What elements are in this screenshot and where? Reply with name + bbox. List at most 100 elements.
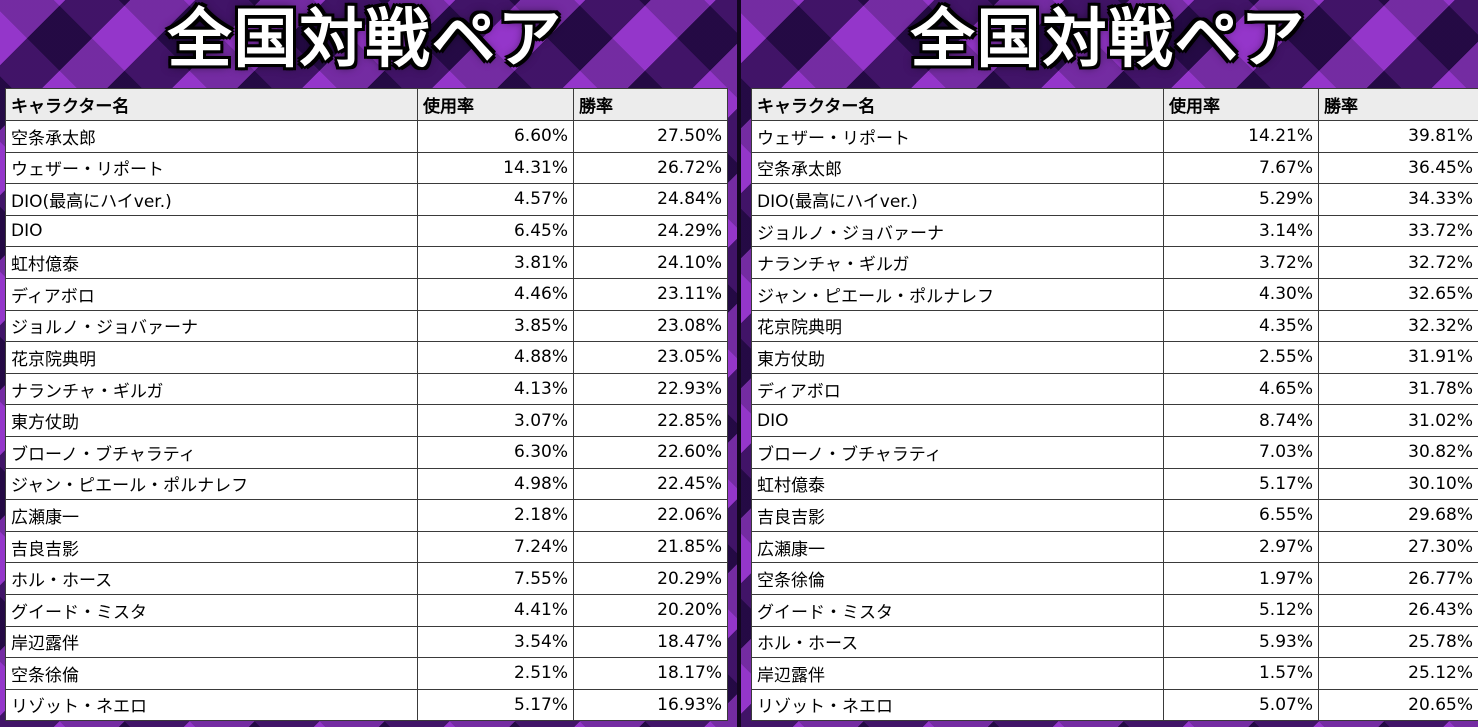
table-row: 花京院典明 4.35% 32.32% — [751, 309, 1478, 343]
column-header-character: キャラクター名 — [5, 88, 418, 121]
usage-rate-cell: 5.17% — [417, 688, 574, 722]
character-name-cell: ディアボロ — [751, 372, 1164, 406]
win-rate-cell: 31.91% — [1318, 341, 1478, 374]
win-rate-cell: 36.45% — [1318, 151, 1478, 185]
win-rate-cell: 25.12% — [1318, 657, 1478, 690]
win-rate-cell: 30.10% — [1318, 467, 1478, 501]
character-name-cell: ナランチャ・ギルガ — [751, 246, 1164, 279]
usage-rate-cell: 2.55% — [1163, 341, 1319, 374]
usage-rate-cell: 7.67% — [1163, 151, 1319, 185]
character-name-cell: ジャン・ピエール・ポルナレフ — [5, 467, 418, 501]
win-rate-cell: 22.85% — [573, 404, 728, 437]
column-header-usage-rate: 使用率 — [1163, 88, 1319, 121]
character-name-cell: ジョルノ・ジョバァーナ — [751, 214, 1164, 248]
win-rate-cell: 29.68% — [1318, 499, 1478, 532]
character-name-cell: 空条徐倫 — [5, 657, 418, 690]
character-name-cell: DIO — [751, 404, 1164, 437]
table-row: DIO 6.45% 24.29% — [5, 214, 728, 248]
character-name-cell: グイード・ミスタ — [751, 593, 1164, 627]
win-rate-cell: 23.11% — [573, 277, 728, 311]
character-name-cell: 吉良吉影 — [5, 530, 418, 564]
character-name-cell: 広瀬康一 — [5, 499, 418, 532]
usage-rate-cell: 4.88% — [417, 341, 574, 374]
character-name-cell: 広瀬康一 — [751, 530, 1164, 564]
character-name-cell: DIO — [5, 214, 418, 248]
character-name-cell: 虹村億泰 — [5, 246, 418, 279]
character-name-cell: ジョルノ・ジョバァーナ — [5, 309, 418, 343]
character-name-cell: 花京院典明 — [5, 341, 418, 374]
table-body: 空条承太郎 6.60% 27.50% ウェザー・リポート 14.31% 26.72% DIO… — [5, 120, 728, 722]
ranking-table: キャラクター名 使用率 勝率 空条承太郎 6.60% 27.50% ウェザー・リポート… — [5, 88, 728, 722]
table-row: DIO(最高にハイver.) 5.29% 34.33% — [751, 183, 1478, 216]
table-row: 岸辺露伴 3.54% 18.47% — [5, 625, 728, 659]
win-rate-cell: 25.78% — [1318, 625, 1478, 659]
table-row: ブローノ・ブチャラティ 7.03% 30.82% — [751, 435, 1478, 469]
win-rate-cell: 27.30% — [1318, 530, 1478, 564]
usage-rate-cell: 6.60% — [417, 120, 574, 153]
win-rate-cell: 32.72% — [1318, 246, 1478, 279]
win-rate-cell: 22.60% — [573, 435, 728, 469]
win-rate-cell: 23.05% — [573, 341, 728, 374]
usage-rate-cell: 4.98% — [417, 467, 574, 501]
win-rate-cell: 18.47% — [573, 625, 728, 659]
usage-rate-cell: 3.72% — [1163, 246, 1319, 279]
usage-rate-cell: 14.21% — [1163, 120, 1319, 153]
column-header-win-rate: 勝率 — [573, 88, 728, 121]
usage-rate-cell: 3.81% — [417, 246, 574, 279]
usage-rate-cell: 5.12% — [1163, 593, 1319, 627]
character-name-cell: ホル・ホース — [5, 562, 418, 595]
win-rate-cell: 18.17% — [573, 657, 728, 690]
table-row: ナランチャ・ギルガ 3.72% 32.72% — [751, 246, 1478, 279]
usage-rate-cell: 4.30% — [1163, 277, 1319, 311]
win-rate-cell: 21.85% — [573, 530, 728, 564]
win-rate-cell: 16.93% — [573, 688, 728, 722]
column-header-usage-rate: 使用率 — [417, 88, 574, 121]
table-row: ナランチャ・ギルガ 4.13% 22.93% — [5, 372, 728, 406]
character-name-cell: リゾット・ネエロ — [751, 688, 1164, 722]
win-rate-cell: 22.93% — [573, 372, 728, 406]
table-row: ジャン・ピエール・ポルナレフ 4.30% 32.65% — [751, 277, 1478, 311]
table-row: グイード・ミスタ 4.41% 20.20% — [5, 593, 728, 627]
column-header-character: キャラクター名 — [751, 88, 1164, 121]
table-row: ディアボロ 4.46% 23.11% — [5, 277, 728, 311]
usage-rate-cell: 2.18% — [417, 499, 574, 532]
usage-rate-cell: 7.03% — [1163, 435, 1319, 469]
win-rate-cell: 22.06% — [573, 499, 728, 532]
table-row: ディアボロ 4.65% 31.78% — [751, 372, 1478, 406]
usage-rate-cell: 14.31% — [417, 151, 574, 185]
win-rate-cell: 31.02% — [1318, 404, 1478, 437]
usage-rate-cell: 3.14% — [1163, 214, 1319, 248]
usage-rate-cell: 4.65% — [1163, 372, 1319, 406]
usage-rate-cell: 4.46% — [417, 277, 574, 311]
usage-rate-cell: 3.54% — [417, 625, 574, 659]
table-row: 虹村億泰 5.17% 30.10% — [751, 467, 1478, 501]
table-row: 空条徐倫 1.97% 26.77% — [751, 562, 1478, 595]
win-rate-cell: 24.29% — [573, 214, 728, 248]
table-body: ウェザー・リポート 14.21% 39.81% 空条承太郎 7.67% 36.45% DIO… — [751, 120, 1478, 722]
table-row: 空条承太郎 6.60% 27.50% — [5, 120, 728, 153]
table-row: 空条承太郎 7.67% 36.45% — [751, 151, 1478, 185]
table-row: ウェザー・リポート 14.21% 39.81% — [751, 120, 1478, 153]
usage-rate-cell: 6.30% — [417, 435, 574, 469]
usage-rate-cell: 5.07% — [1163, 688, 1319, 722]
panel-title: 全国対戦ペア — [910, 3, 1307, 77]
character-name-cell: DIO(最高にハイver.) — [751, 183, 1164, 216]
table-row: リゾット・ネエロ 5.07% 20.65% — [751, 688, 1478, 722]
table-header-row: キャラクター名 使用率 勝率 — [751, 88, 1478, 121]
panel-title: 全国対戦ペア — [167, 3, 564, 77]
table-row: ブローノ・ブチャラティ 6.30% 22.60% — [5, 435, 728, 469]
usage-rate-cell: 5.29% — [1163, 183, 1319, 216]
character-name-cell: ディアボロ — [5, 277, 418, 311]
table-row: 岸辺露伴 1.57% 25.12% — [751, 657, 1478, 690]
win-rate-cell: 33.72% — [1318, 214, 1478, 248]
usage-rate-cell: 7.55% — [417, 562, 574, 595]
character-name-cell: ナランチャ・ギルガ — [5, 372, 418, 406]
win-rate-cell: 27.50% — [573, 120, 728, 153]
character-name-cell: リゾット・ネエロ — [5, 688, 418, 722]
table-row: グイード・ミスタ 5.12% 26.43% — [751, 593, 1478, 627]
character-name-cell: 岸辺露伴 — [751, 657, 1164, 690]
character-name-cell: 岸辺露伴 — [5, 625, 418, 659]
win-rate-cell: 20.20% — [573, 593, 728, 627]
table-row: 東方仗助 2.55% 31.91% — [751, 341, 1478, 374]
win-rate-cell: 34.33% — [1318, 183, 1478, 216]
